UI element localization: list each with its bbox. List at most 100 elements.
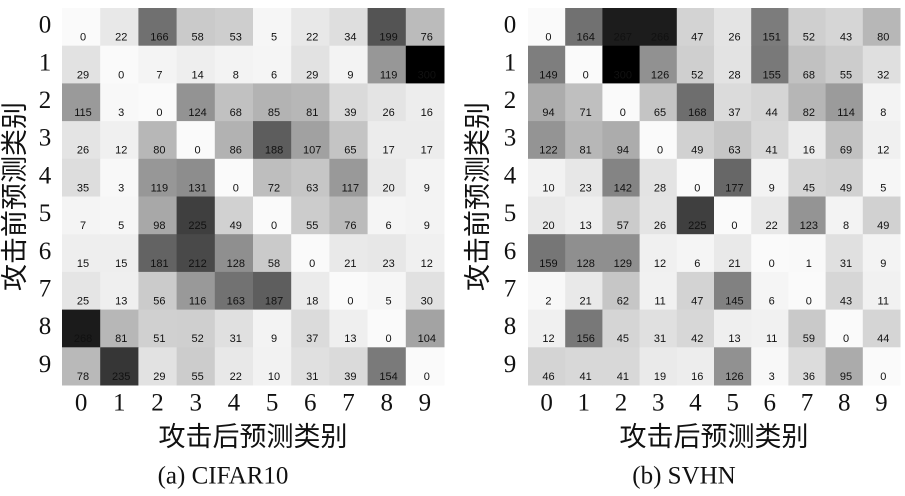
cell-label: 119 (151, 182, 169, 194)
heatmap-cell (862, 234, 901, 273)
heatmap-cell (138, 234, 178, 273)
heatmap-cell (214, 234, 254, 273)
heatmap-cell (825, 121, 864, 160)
cell-label: 13 (115, 296, 127, 308)
cell-label: 22 (766, 220, 778, 232)
heatmap-cell (367, 309, 407, 348)
cell-label: 52 (803, 32, 815, 44)
heatmap-cell (138, 196, 178, 235)
heatmap-cell (405, 83, 445, 122)
heatmap-cell (367, 158, 407, 197)
heatmap-cell (528, 8, 566, 47)
y-tick-label: 7 (39, 275, 52, 302)
heatmap-cell (528, 309, 566, 348)
cell-label: 0 (80, 32, 86, 44)
heatmap-cell (639, 45, 678, 84)
cell-label: 43 (840, 296, 852, 308)
heatmap-cell (405, 158, 445, 197)
cell-label: 14 (191, 69, 203, 81)
heatmap-cell (329, 196, 369, 235)
heatmap-cell (176, 234, 216, 273)
heatmap-cell (676, 158, 715, 197)
heatmap-cell (253, 158, 292, 197)
y-tick-label: 6 (504, 238, 517, 265)
y-tick-label: 5 (504, 200, 517, 227)
heatmap-cell (528, 196, 566, 235)
cell-label: 166 (150, 32, 168, 44)
heatmap-cell (751, 8, 789, 47)
cell-label: 235 (112, 371, 130, 383)
cell-label: 0 (347, 296, 353, 308)
heatmap-cell (825, 309, 864, 348)
cell-label: 12 (654, 258, 666, 270)
heatmap-cell (788, 347, 827, 386)
cell-label: 10 (542, 182, 554, 194)
cell-label: 181 (150, 258, 168, 270)
cell-label: 8 (233, 69, 239, 81)
cell-label: 300 (418, 69, 436, 81)
cell-label: 51 (153, 333, 165, 345)
heatmap-cell (565, 271, 603, 311)
cell-label: 25 (77, 296, 89, 308)
heatmap-cell (676, 8, 715, 47)
y-tick-label: 3 (504, 125, 517, 152)
heatmap-cell (862, 8, 901, 47)
x-tick-label: 0 (540, 390, 553, 417)
heatmap-cell (639, 8, 678, 47)
cell-label: 164 (576, 32, 594, 44)
y-tick-label: 4 (504, 162, 517, 189)
cell-label: 47 (691, 32, 703, 44)
cell-label: 0 (271, 220, 277, 232)
cell-label: 57 (617, 220, 629, 232)
cell-label: 9 (347, 69, 353, 81)
heatmap-cell (751, 271, 789, 311)
heatmap-cell (100, 8, 139, 47)
heatmap-cell (253, 234, 292, 273)
x-tick-label: 4 (689, 390, 702, 417)
heatmap-cell (602, 309, 641, 348)
x-tick-label: 1 (113, 390, 126, 417)
cell-label: 32 (877, 69, 889, 81)
cell-label: 42 (691, 333, 703, 345)
y-tick-label: 2 (504, 87, 517, 114)
cell-label: 72 (268, 182, 280, 194)
heatmap-cell (367, 83, 407, 122)
heatmap-cell (138, 158, 178, 197)
heatmap-cell (329, 309, 369, 348)
heatmap-cell (825, 45, 864, 84)
heatmap-cell (253, 309, 292, 348)
cell-label: 47 (691, 296, 703, 308)
cell-label: 71 (580, 107, 592, 119)
cell-label: 124 (188, 107, 206, 119)
heatmap-cell (367, 271, 407, 311)
x-tick-label: 6 (304, 390, 317, 417)
heatmap-cell (602, 45, 641, 84)
heatmap-cell (253, 347, 292, 386)
cell-label: 49 (230, 220, 242, 232)
heatmap-cell (676, 83, 715, 122)
heatmap-cell (676, 234, 715, 273)
heatmap-cell (565, 158, 603, 197)
cell-label: 17 (421, 145, 433, 157)
x-tick-label: 9 (875, 390, 888, 417)
heatmap-cell (676, 45, 715, 84)
cell-label: 69 (840, 145, 852, 157)
heatmap-cell (788, 121, 827, 160)
cell-label: 15 (115, 258, 127, 270)
cell-label: 107 (303, 145, 321, 157)
cell-label: 168 (688, 107, 706, 119)
heatmap-cell (291, 309, 330, 348)
cell-label: 104 (418, 333, 436, 345)
cell-label: 55 (840, 69, 852, 81)
cell-label: 16 (803, 145, 815, 157)
heatmap-cell (639, 271, 678, 311)
heatmap-cell (138, 121, 178, 160)
cell-label: 20 (542, 220, 554, 232)
cell-label: 5 (118, 220, 124, 232)
heatmap-cell (100, 45, 139, 84)
cell-label: 44 (766, 107, 778, 119)
cell-label: 26 (654, 220, 666, 232)
heatmap-cell (100, 121, 139, 160)
heatmap-cell (714, 121, 752, 160)
heatmap-cell (825, 83, 864, 122)
